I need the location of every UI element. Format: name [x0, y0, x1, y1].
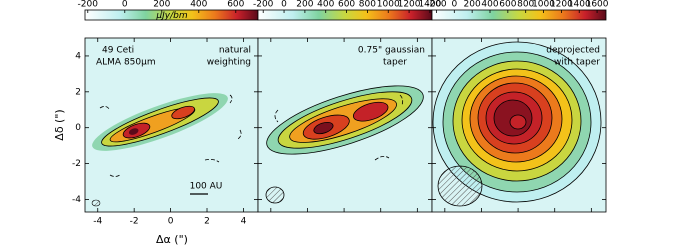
x-tick-label: -2 [130, 217, 139, 227]
x-tick-label: 0 [168, 217, 174, 227]
x-tick-label: 4 [241, 217, 247, 227]
colorbar-tick-label: 600 [338, 0, 355, 10]
annotation: taper [383, 58, 407, 68]
colorbar-tick-label: 200 [464, 0, 481, 10]
y-tick-label: 2 [75, 87, 81, 97]
scale-bar-label: 100 AU [190, 182, 223, 192]
annotation: deprojected [546, 46, 600, 56]
annotation: 49 Ceti [102, 46, 134, 56]
colorbar-tick-label: 1000 [532, 0, 555, 10]
colorbar-tick-label: 400 [481, 0, 498, 10]
image-panel [258, 38, 432, 212]
colorbar [431, 9, 607, 21]
y-tick-label: 0 [75, 123, 81, 133]
y-tick-label: -4 [72, 195, 81, 205]
colorbar-tick-label: 400 [190, 0, 207, 10]
image-panel [85, 38, 258, 212]
colorbar-tick-label: 0 [281, 0, 287, 10]
colorbar-tick-label: -200 [426, 0, 447, 10]
colorbar-tick-label: 200 [153, 0, 170, 10]
colorbar-tick-label: 1600 [586, 0, 609, 10]
x-tick-label: 2 [204, 217, 210, 227]
annotation: natural [219, 46, 251, 56]
colorbar-tick-label: -200 [78, 0, 99, 10]
x-tick-label: -4 [93, 217, 102, 227]
image-panel [432, 38, 606, 212]
colorbar-tick-label: 1000 [377, 0, 400, 10]
colorbar-tick-label: 600 [227, 0, 244, 10]
annotation: weighting [207, 58, 251, 68]
colorbar-tick-label: 1200 [550, 0, 573, 10]
annotation: 0.75" gaussian [358, 46, 425, 56]
y-axis-label: Δδ (") [53, 109, 66, 140]
x-axis-label: Δα (") [156, 233, 188, 246]
colorbar-tick-label: 1400 [568, 0, 591, 10]
annotation: ALMA 850μm [96, 58, 156, 68]
colorbar-tick-label: 1200 [398, 0, 421, 10]
colorbar-tick-label: 0 [451, 0, 457, 10]
colorbar-tick-label: 400 [317, 0, 334, 10]
colorbar-tick-label: 200 [296, 0, 313, 10]
colorbar-tick-label: 800 [517, 0, 534, 10]
colorbar-tick-label: 0 [122, 0, 128, 10]
colorbar-tick-label: 600 [499, 0, 516, 10]
panel-frame [431, 37, 607, 213]
colorbar-label: μJy/bm [155, 11, 187, 21]
y-tick-label: -2 [72, 159, 81, 169]
emission [432, 41, 602, 203]
colorbar-tick-label: 800 [359, 0, 376, 10]
y-tick-label: 4 [75, 51, 81, 61]
annotation: with taper [554, 58, 600, 68]
emission [266, 85, 424, 155]
colorbar-tick-label: -200 [253, 0, 274, 10]
colorbar-tick-label: 1400 [418, 0, 441, 10]
emission [92, 93, 228, 151]
